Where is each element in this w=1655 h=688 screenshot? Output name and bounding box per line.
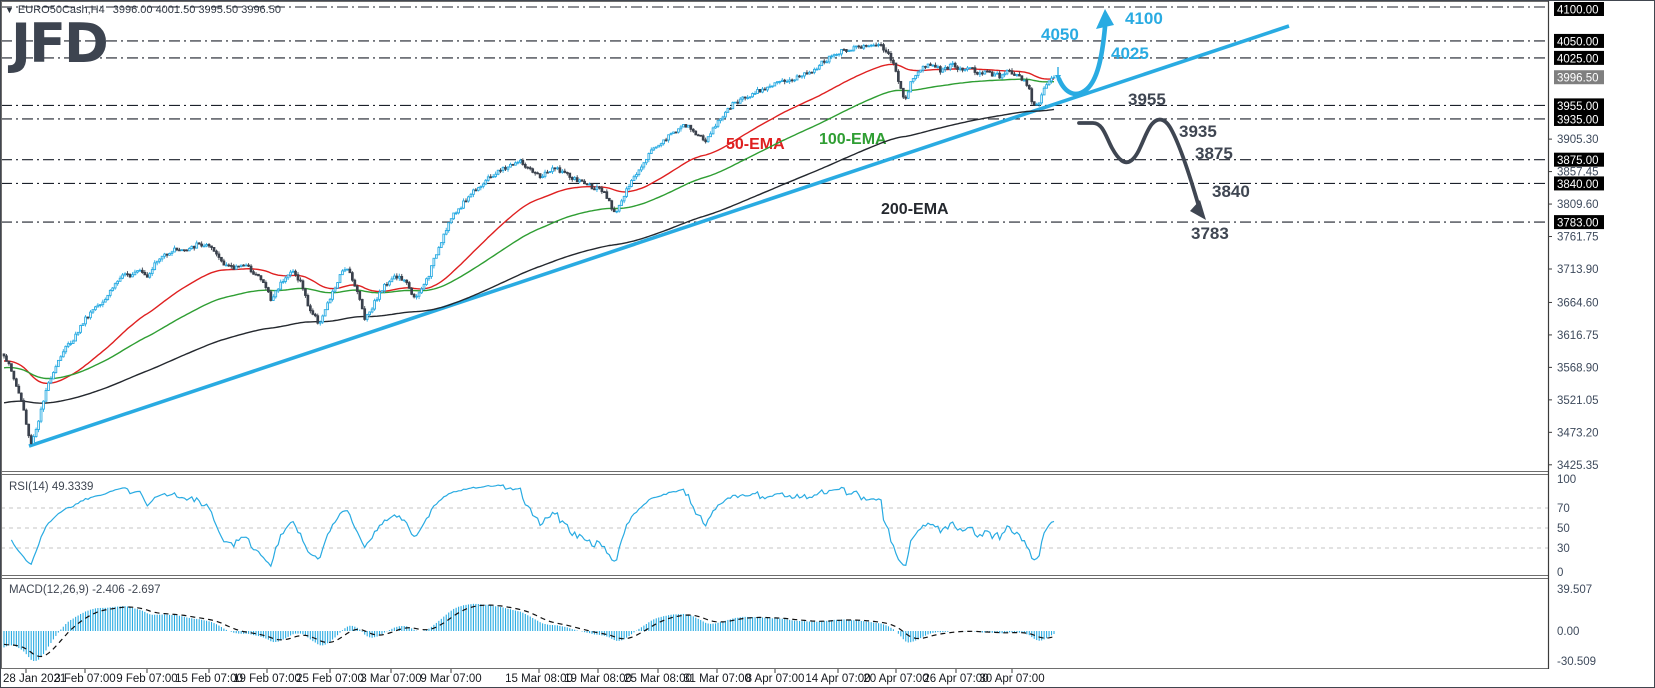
rsi-tick-label: 70	[1557, 503, 1570, 515]
price-target-label: 3840	[1212, 182, 1250, 201]
support-trendline	[28, 24, 1290, 448]
level-price-badge	[1554, 111, 1604, 126]
price-target-label: 3955	[1128, 90, 1166, 109]
time-tick-label: 8 Apr 07:00	[746, 673, 805, 685]
ema-50-line	[4, 63, 1055, 384]
time-tick-label: 28 Jan 2021	[3, 673, 66, 685]
price-tick-label: 3713.90	[1557, 264, 1599, 276]
level-price-badge-text: 3783.00	[1557, 218, 1599, 230]
macd-tick-label: 39.507	[1557, 584, 1592, 596]
price-target-label: 4025	[1111, 44, 1149, 63]
price-tick-label: 3761.75	[1557, 232, 1599, 244]
chart-header: ▼ EURO50Cash,H4 3996.00 4001.50 3995.50 39…	[5, 4, 281, 16]
level-price-badge-text: 4025.00	[1557, 53, 1599, 65]
level-price-badge	[1554, 33, 1604, 48]
time-tick-label: 15 Feb 07:00	[175, 673, 243, 685]
time-tick-label: 25 Feb 07:00	[296, 673, 364, 685]
rsi-line	[10, 484, 1055, 568]
rsi-tick-label: 50	[1557, 523, 1570, 535]
ema-100-label: 100-EMA	[819, 131, 887, 148]
time-tick-label: 19 Mar 08:00	[564, 673, 632, 685]
ema-50-label: 50-EMA	[726, 136, 785, 153]
level-price-badge-text: 3935.00	[1557, 114, 1599, 126]
panel-borders	[1, 1, 1550, 669]
price-tick-label: 3425.35	[1557, 460, 1599, 472]
ema-200-label: 200-EMA	[881, 201, 949, 218]
macd-signal-line	[3, 604, 1055, 658]
macd-indicator-label: MACD(12,26,9) -2.406 -2.697	[9, 584, 161, 596]
symbol-timeframe-label: EURO50Cash,H4	[17, 4, 105, 16]
price-tick-label: 3568.90	[1557, 362, 1599, 374]
ema-100-line	[3, 78, 1054, 380]
time-tick-label: 31 Mar 07:00	[683, 673, 751, 685]
symbol-dropdown-icon[interactable]: ▼	[5, 5, 14, 15]
level-price-badge	[1554, 50, 1604, 65]
rsi-tick-label: 30	[1557, 543, 1570, 555]
bullish-arrow-head	[1096, 9, 1114, 29]
time-tick-label: 3 Mar 07:00	[360, 673, 421, 685]
current-price-badge-text: 3996.50	[1557, 73, 1599, 85]
time-tick-label: 14 Apr 07:00	[805, 673, 870, 685]
price-tick-label: 3857.45	[1557, 167, 1599, 179]
level-price-badge	[1554, 152, 1604, 167]
horizontal-level-lines	[1, 6, 1548, 223]
time-tick-label: 3 Feb 07:00	[54, 673, 115, 685]
price-axis: 3905.30 3857.45 3809.60 3761.75 3713.90 3664.…	[1548, 2, 1604, 668]
rsi-tick-label: 100	[1557, 474, 1576, 486]
level-price-badge	[1554, 2, 1604, 16]
ohlc-values: 3996.00 4001.50 3995.50 3996.50	[112, 4, 281, 16]
price-target-label: 3875	[1195, 144, 1233, 163]
time-tick-label: 26 Apr 07:00	[923, 673, 988, 685]
macd-tick-label: 0.00	[1557, 626, 1579, 638]
level-price-badge	[1554, 176, 1604, 191]
macd-tick-label: -30.509	[1557, 656, 1596, 668]
level-price-badge-text: 4050.00	[1557, 36, 1599, 48]
candlestick-series	[2, 42, 1056, 445]
price-tick-label: 3616.75	[1557, 330, 1599, 342]
price-target-label: 3935	[1179, 122, 1217, 141]
price-target-label: 4050	[1041, 25, 1079, 44]
rsi-panel: RSI(14) 49.3339	[1, 481, 1548, 568]
time-tick-label: 25 Mar 08:00	[624, 673, 692, 685]
level-price-badge-text: 3875.00	[1557, 155, 1599, 167]
level-price-badge	[1554, 215, 1604, 230]
time-tick-label: 9 Mar 07:00	[420, 673, 481, 685]
macd-panel: MACD(12,26,9) -2.406 -2.697	[3, 584, 1055, 661]
price-target-label: 3783	[1191, 224, 1229, 243]
price-tick-label: 3905.30	[1557, 134, 1599, 146]
level-price-badge	[1554, 98, 1604, 113]
time-tick-label: 15 Mar 08:00	[505, 673, 573, 685]
price-tick-label: 3664.60	[1557, 297, 1599, 309]
ema-lines: 50-EMA 100-EMA 200-EMA	[3, 63, 1055, 404]
price-tick-label: 3473.20	[1557, 427, 1599, 439]
bullish-scenario-arrow	[1056, 24, 1108, 97]
price-tick-label: 3521.05	[1557, 395, 1599, 407]
price-tick-label: 3809.60	[1557, 199, 1599, 211]
bearish-arrow-head	[1190, 200, 1206, 220]
time-tick-label: 30 Apr 07:00	[979, 673, 1044, 685]
time-tick-label: 9 Feb 07:00	[116, 673, 177, 685]
bearish-scenario-arrow	[1077, 117, 1201, 209]
analyst-annotations: 4050 4100 4025 3955 3935 3875 3840 3783	[1041, 9, 1250, 243]
level-price-badge-text: 3955.00	[1557, 101, 1599, 113]
rsi-indicator-label: RSI(14) 49.3339	[9, 481, 93, 493]
ema-200-line	[3, 108, 1055, 404]
time-tick-label: 20 Apr 07:00	[863, 673, 928, 685]
level-price-badge-text: 3840.00	[1557, 179, 1599, 191]
rsi-tick-label: 0	[1557, 567, 1563, 579]
current-price-badge	[1554, 70, 1604, 85]
price-target-label: 4100	[1125, 9, 1163, 28]
level-price-badge-text: 4100.00	[1557, 5, 1599, 17]
jfd-logo: JFD	[11, 12, 109, 75]
time-tick-label: 19 Feb 07:00	[233, 673, 301, 685]
